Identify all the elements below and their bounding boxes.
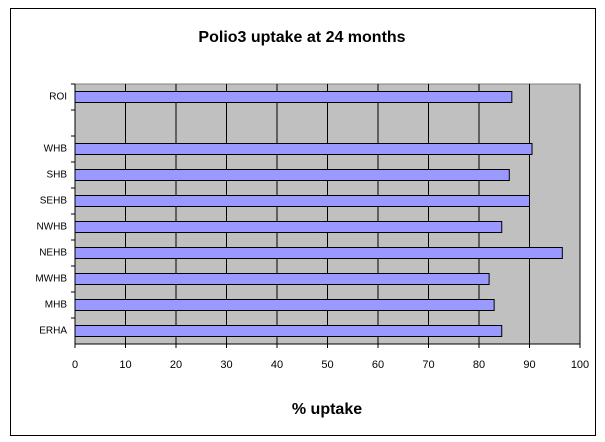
x-tick-label: 80 bbox=[473, 359, 485, 371]
bar bbox=[74, 91, 513, 103]
bar bbox=[74, 221, 503, 233]
x-tick-label: 90 bbox=[523, 359, 535, 371]
bar bbox=[74, 195, 530, 207]
bar bbox=[74, 325, 503, 337]
x-axis-label: % uptake bbox=[292, 401, 362, 418]
x-tick-label: 20 bbox=[170, 359, 182, 371]
x-tick-label: 0 bbox=[72, 359, 78, 371]
x-tick-label: 50 bbox=[321, 359, 333, 371]
x-tick-label: 70 bbox=[422, 359, 434, 371]
bar bbox=[74, 247, 563, 259]
bar bbox=[74, 143, 533, 155]
chart-title: Polio3 uptake at 24 months bbox=[198, 29, 405, 46]
y-tick-label: ERHA bbox=[39, 326, 67, 337]
bar bbox=[74, 169, 510, 181]
x-tick-label: 40 bbox=[271, 359, 283, 371]
y-tick-label: SEHB bbox=[40, 196, 68, 207]
y-tick-label: MWHB bbox=[35, 274, 67, 285]
bar bbox=[74, 299, 495, 311]
bar bbox=[74, 273, 490, 285]
x-tick-label: 60 bbox=[372, 359, 384, 371]
x-tick-label: 30 bbox=[220, 359, 232, 371]
x-tick-label: 100 bbox=[571, 359, 589, 371]
y-tick-label: MHB bbox=[45, 300, 68, 311]
y-tick-label: NEHB bbox=[39, 248, 67, 259]
x-tick-label: 10 bbox=[119, 359, 131, 371]
y-tick-label: SHB bbox=[46, 170, 67, 181]
y-tick-label: ROI bbox=[49, 92, 67, 103]
y-tick-label: WHB bbox=[44, 144, 68, 155]
y-tick-label: NWHB bbox=[36, 222, 67, 233]
